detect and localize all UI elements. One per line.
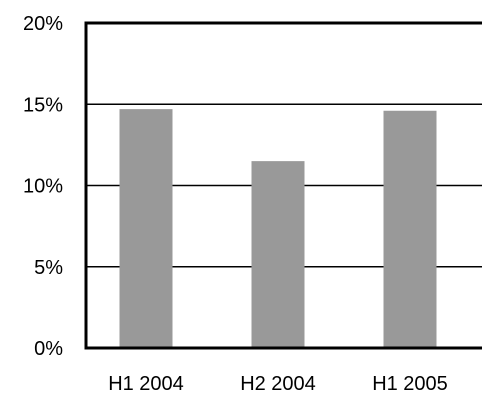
y-tick-label-5: 5% <box>34 257 63 279</box>
bar-h1-2004 <box>119 109 173 348</box>
bars <box>119 109 437 348</box>
bar-h2-2004 <box>251 161 305 348</box>
x-tick-label-h1-2004: H1 2004 <box>108 373 184 395</box>
bar-h1-2005 <box>383 110 437 348</box>
y-axis-tick-labels: 0% 5% 10% 15% 20% <box>23 13 63 360</box>
x-tick-label-h1-2005: H1 2005 <box>372 373 448 395</box>
y-tick-label-0: 0% <box>34 338 63 360</box>
x-axis-tick-labels: H1 2004 H2 2004 H1 2005 <box>108 373 448 395</box>
y-tick-label-20: 20% <box>23 13 63 35</box>
x-tick-label-h2-2004: H2 2004 <box>240 373 316 395</box>
axes <box>84 21 482 350</box>
y-tick-label-15: 15% <box>23 94 63 116</box>
y-tick-label-10: 10% <box>23 176 63 198</box>
